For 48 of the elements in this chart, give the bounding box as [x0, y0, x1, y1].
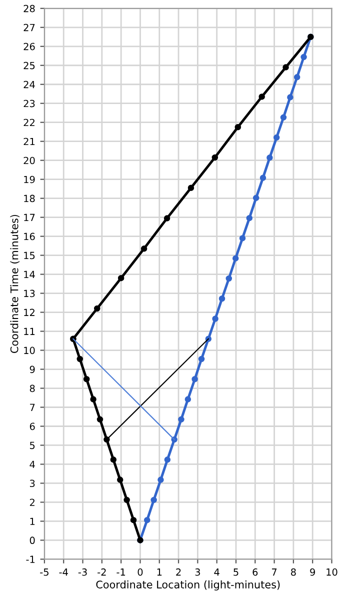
y-tick-label: 3: [30, 480, 35, 488]
y-tick-label: 18: [24, 194, 35, 202]
y-tick-label: 8: [30, 384, 35, 392]
y-tick-label: 2: [30, 498, 34, 506]
x-tick-label: 4: [214, 568, 220, 576]
x-tick-label: 0: [138, 568, 143, 576]
y-tick-label: 24: [24, 80, 35, 88]
y-tick-label: 0: [30, 536, 35, 544]
y-tick-label: 28: [24, 4, 35, 12]
x-tick-label: -4: [59, 568, 68, 576]
x-tick-label: 3: [195, 568, 200, 576]
y-tick-label: 27: [24, 24, 35, 32]
x-tick-label: 10: [326, 568, 338, 576]
x-tick-label: -5: [40, 568, 48, 576]
y-tick-label: 10: [24, 346, 35, 354]
y-tick-label: 21: [24, 138, 35, 146]
x-tick-label: 6: [252, 568, 258, 576]
x-axis-title: Coordinate Location (light-minutes): [96, 580, 280, 590]
x-tick-label: 1: [157, 568, 162, 576]
x-tick-label: -1: [116, 568, 126, 576]
y-tick-label: 9: [30, 366, 35, 374]
y-tick-label: 1: [30, 518, 35, 525]
y-tick-label: 13: [24, 290, 35, 298]
y-tick-label: 16: [24, 232, 35, 240]
y-tick-label: 23: [24, 100, 35, 108]
x-tick-label: 8: [291, 568, 296, 576]
y-tick-label: 6: [30, 422, 35, 430]
y-axis-title: Coordinate Time (minutes): [10, 214, 20, 353]
y-tick-label: 5: [30, 442, 35, 450]
y-tick-label: 19: [24, 176, 35, 184]
x-tick-label: -3: [78, 568, 87, 576]
x-tick-label: 7: [272, 568, 277, 576]
y-tick-label: 15: [24, 252, 35, 260]
x-tick-label: 5: [234, 568, 238, 576]
x-tick-label: -2: [98, 568, 106, 576]
x-tick-label: 9: [310, 568, 315, 576]
y-tick-label: -1: [26, 556, 35, 563]
y-tick-label: 7: [30, 404, 35, 411]
y-tick-label: 22: [24, 118, 34, 126]
y-tick-label: 12: [24, 308, 34, 316]
y-tick-label: 25: [24, 62, 35, 70]
x-tick-label: 2: [176, 568, 181, 576]
y-tick-label: 14: [24, 270, 35, 278]
y-tick-label: 4: [30, 460, 35, 468]
y-tick-label: 26: [24, 42, 35, 50]
y-tick-label: 20: [24, 156, 35, 164]
y-tick-label: 11: [24, 328, 35, 335]
y-tick-label: 17: [24, 214, 35, 222]
